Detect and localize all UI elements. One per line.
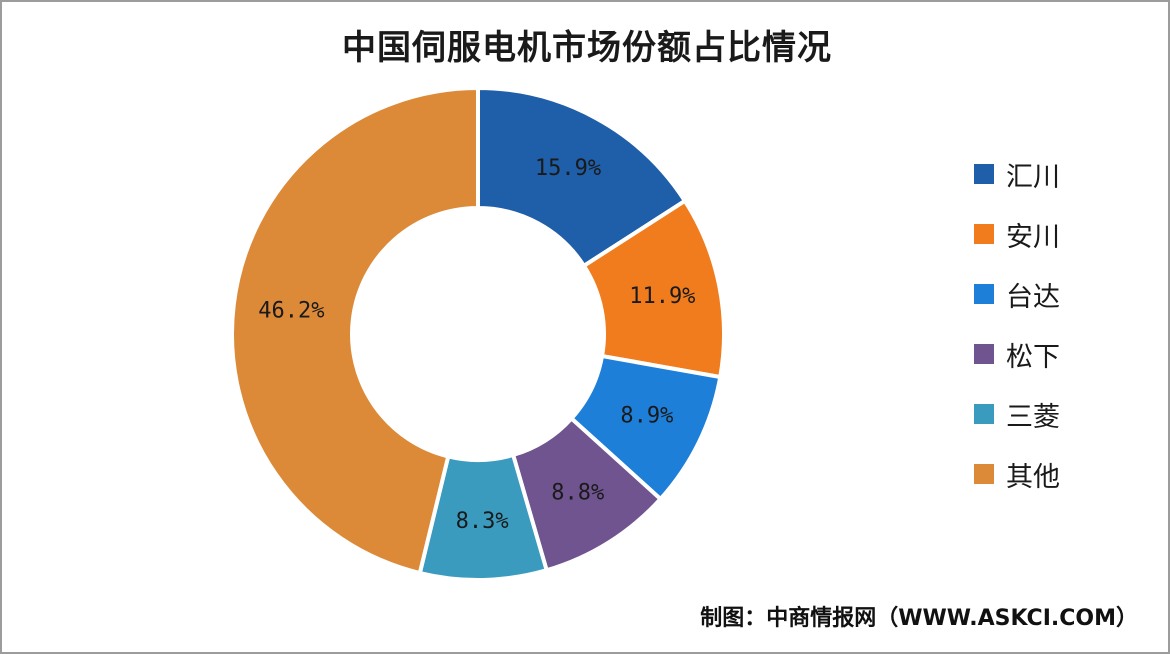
donut-slice-1 xyxy=(476,85,688,269)
legend-label: 其他 xyxy=(1006,461,1060,493)
source-caption: 制图：中商情报网（WWW.ASKCI.COM） xyxy=(700,606,1138,631)
slice-value-label: 8.9% xyxy=(620,404,673,429)
legend-item: 汇川 xyxy=(974,144,1124,204)
legend-item: 三菱 xyxy=(974,384,1124,444)
legend-item: 台达 xyxy=(974,264,1124,324)
legend-label: 松下 xyxy=(1006,341,1060,373)
legend-label: 三菱 xyxy=(1006,401,1060,433)
legend: 汇川安川台达松下三菱其他 xyxy=(974,144,1124,504)
legend-swatch xyxy=(974,344,994,364)
slice-value-label: 8.8% xyxy=(551,480,604,505)
legend-label: 安川 xyxy=(1006,221,1060,253)
donut-slice-6 xyxy=(230,85,480,576)
legend-item: 安川 xyxy=(974,204,1124,264)
legend-item: 松下 xyxy=(974,324,1124,384)
legend-swatch xyxy=(974,464,994,484)
slice-value-label: 15.9% xyxy=(535,156,601,181)
chart-title: 中国伺服电机市场份额占比情况 xyxy=(342,28,832,68)
legend-swatch xyxy=(974,404,994,424)
legend-swatch xyxy=(974,164,994,184)
legend-item: 其他 xyxy=(974,444,1124,504)
slice-value-label: 8.3% xyxy=(456,509,509,534)
slice-value-label: 11.9% xyxy=(629,284,695,309)
legend-label: 台达 xyxy=(1006,281,1060,313)
legend-swatch xyxy=(974,224,994,244)
legend-swatch xyxy=(974,284,994,304)
legend-label: 汇川 xyxy=(1006,161,1060,193)
slice-value-label: 46.2% xyxy=(258,299,324,324)
